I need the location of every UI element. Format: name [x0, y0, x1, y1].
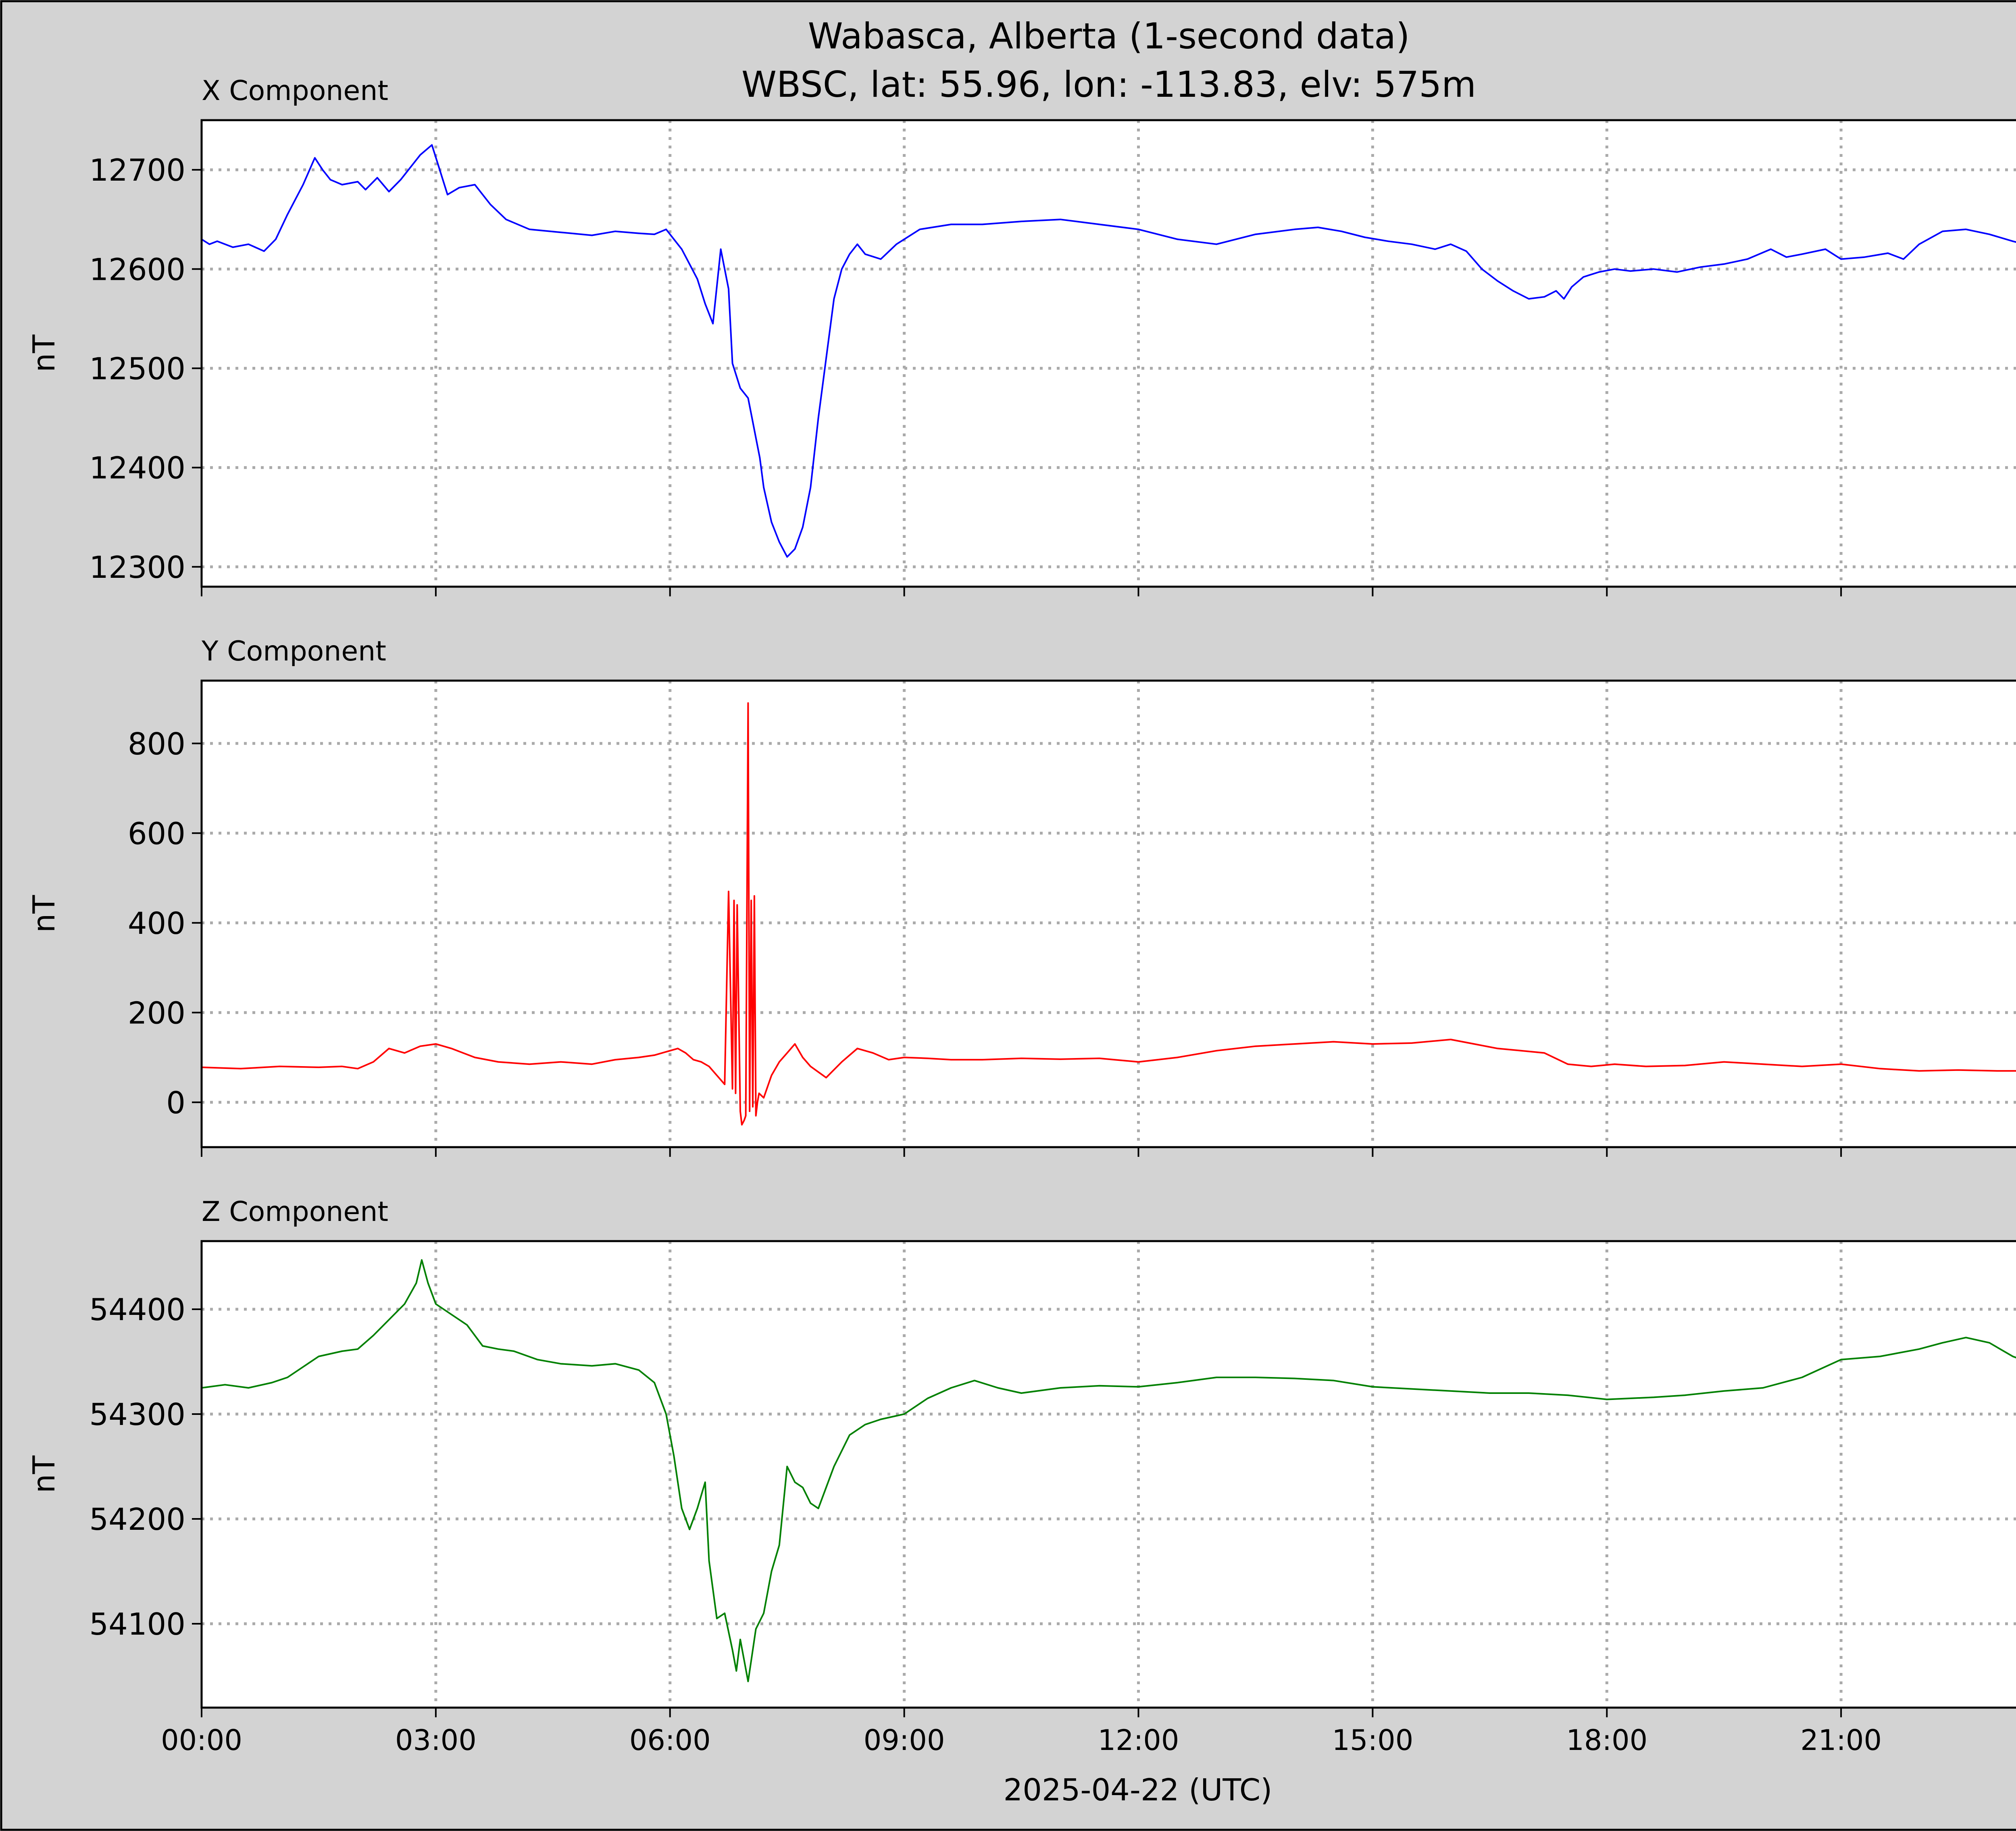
x-tick-label: 12:00 [1098, 1724, 1179, 1757]
panel-2: 0 200 400 600 800 Y Component nT [26, 635, 2016, 1157]
y-tick-label: 12300 [89, 550, 185, 585]
y-tick-label: 54400 [89, 1292, 185, 1327]
y-tick-label: 54100 [89, 1606, 185, 1642]
x-tick-label: 03:00 [395, 1724, 477, 1757]
panels: 12300 12400 12500 12600 12700 X Component nT 0 2… [26, 75, 2016, 1757]
x-tick-label: 21:00 [1800, 1724, 1882, 1757]
y-tick-label: 54200 [89, 1502, 185, 1537]
plot-area [202, 681, 2016, 1147]
x-tick-label: 18:00 [1566, 1724, 1647, 1757]
panel-title: Z Component [202, 1196, 388, 1228]
y-tick-label: 200 [128, 995, 185, 1031]
y-tick-label: 0 [166, 1085, 185, 1121]
x-tick-label: 00:00 [161, 1724, 242, 1757]
axes-frame [200, 679, 2016, 1148]
y-tick-label: 600 [128, 816, 185, 851]
y-axis-label: nT [26, 334, 62, 373]
plot-area [202, 1241, 2016, 1708]
axes-frame [200, 119, 2016, 588]
y-tick-label: 54300 [89, 1397, 185, 1432]
x-axis-label: 2025-04-22 (UTC) [1004, 1772, 1272, 1808]
data-line-z-component [201, 1259, 2016, 1682]
x-tick-label: 15:00 [1332, 1724, 1414, 1757]
panel-title: X Component [202, 75, 388, 107]
y-tick-label: 12400 [89, 450, 185, 486]
y-tick-label: 800 [128, 726, 185, 762]
y-axis-label: nT [26, 1455, 62, 1494]
y-tick-label: 12600 [89, 252, 185, 287]
axes-frame [200, 1240, 2016, 1709]
plot-area [202, 120, 2016, 587]
y-tick-label: 12700 [89, 152, 185, 188]
figure-title-line2: WBSC, lat: 55.96, lon: -113.83, elv: 575… [741, 64, 1476, 105]
y-tick-label: 12500 [89, 351, 185, 386]
data-line-y-component [201, 702, 2016, 1126]
x-tick-label: 06:00 [629, 1724, 711, 1757]
figure-title-line1: Wabasca, Alberta (1-second data) [808, 15, 1410, 57]
panel-title: Y Component [201, 635, 386, 667]
panel-3: 00:00 03:00 06:00 09:00 12:00 15:00 18:00 21:00… [26, 1196, 2016, 1757]
panel-1: 12300 12400 12500 12600 12700 X Component nT [26, 75, 2016, 596]
y-tick-label: 400 [128, 906, 185, 941]
y-axis-label: nT [26, 895, 62, 933]
data-line-x-component [201, 144, 2016, 558]
x-tick-label: 09:00 [864, 1724, 945, 1757]
